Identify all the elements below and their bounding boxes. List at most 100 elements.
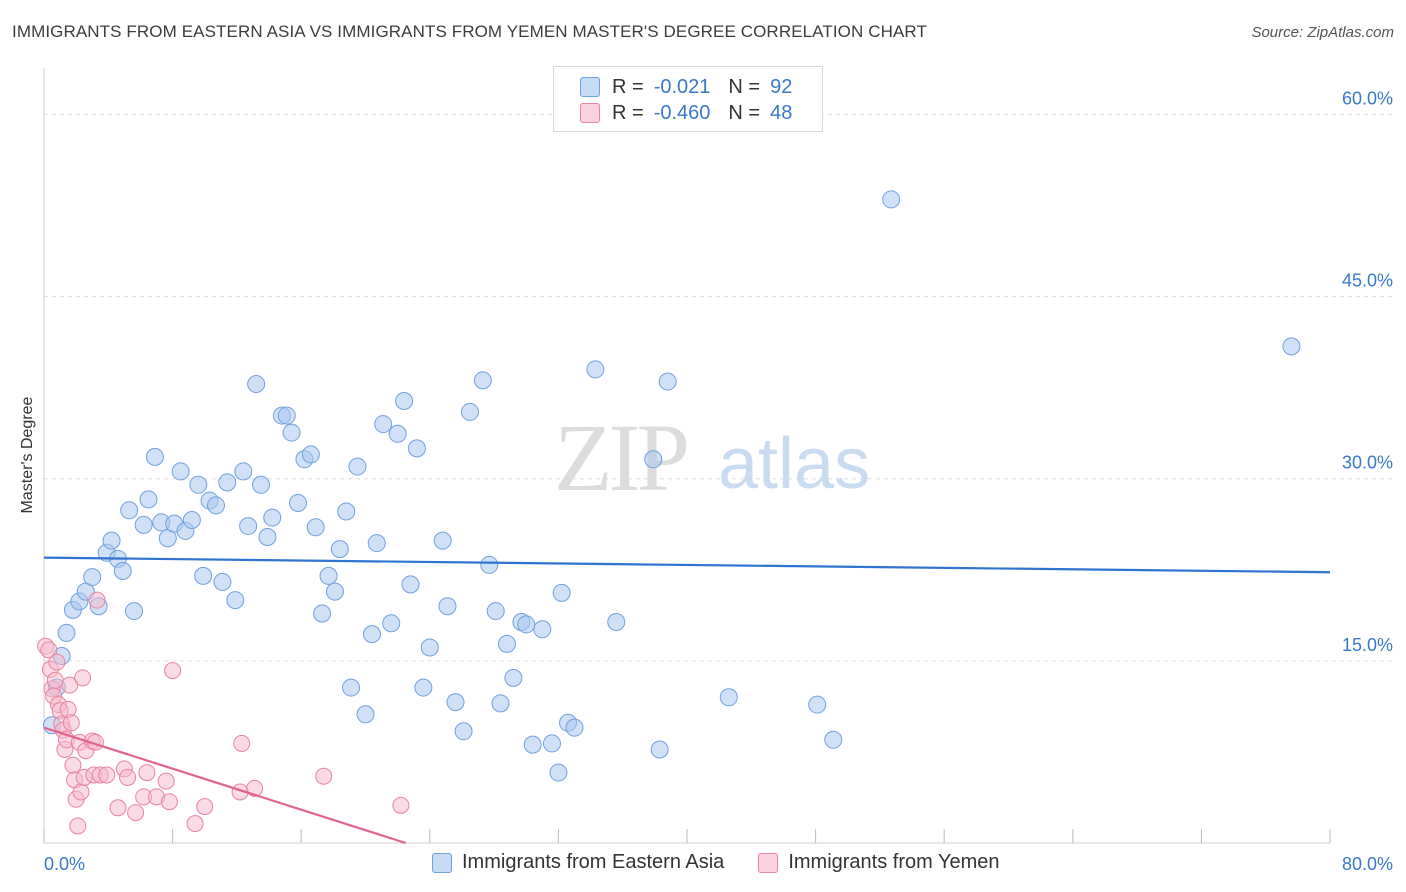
data-point-eastern-asia [252,475,271,494]
data-point-yemen [46,671,64,689]
data-point-yemen [48,653,66,671]
data-point-eastern-asia [388,424,407,443]
data-point-eastern-asia [480,555,499,574]
data-point-eastern-asia [263,508,282,527]
data-point-eastern-asia [446,693,465,712]
data-point-yemen [157,772,175,790]
legend-swatch-blue [580,77,600,97]
data-point-eastern-asia [182,511,201,529]
data-point-eastern-asia [565,718,584,737]
data-point-eastern-asia [523,735,542,754]
legend-n-label: N = [728,101,761,124]
data-point-yemen [69,817,87,835]
trend-lines [43,556,1331,845]
data-point-eastern-asia [134,515,153,534]
legend-row-eastern-asia: R = -0.021 N = 92 [580,75,792,99]
data-point-eastern-asia [189,475,208,494]
data-point-eastern-asia [808,695,827,714]
data-point-eastern-asia [542,734,561,753]
legend-row-yemen: R = -0.460 N = 48 [580,101,792,125]
data-point-yemen [61,676,79,694]
data-point-eastern-asia [401,575,420,594]
data-point-eastern-asia [460,402,479,421]
chart-title: IMMIGRANTS FROM EASTERN ASIA VS IMMIGRAN… [12,22,927,41]
data-point-eastern-asia [824,730,843,749]
legend-r-value: -0.021 [653,75,711,98]
data-point-eastern-asia [277,406,296,425]
data-point-yemen [109,799,127,817]
data-point-eastern-asia [288,494,307,512]
data-point-eastern-asia [258,528,277,546]
data-point-eastern-asia [239,517,258,536]
data-point-eastern-asia [433,531,452,550]
data-point-eastern-asia [282,423,301,442]
y-tick-label: 15.0% [1342,635,1393,655]
correlation-legend: R = -0.021 N = 92 R = -0.460 N = 48 [553,66,823,132]
legend-r-value: -0.460 [653,101,711,124]
tick-labels: 15.0% 30.0% 45.0% 60.0% 0.0% 80.0% [44,88,1393,874]
data-point-eastern-asia [319,566,338,585]
data-point-yemen [138,764,156,782]
series-eastern-asia-points [43,190,1301,782]
data-point-eastern-asia [234,462,253,481]
data-point-eastern-asia [473,371,492,390]
data-point-eastern-asia [882,190,901,209]
data-point-eastern-asia [644,450,663,469]
data-point-eastern-asia [306,518,325,537]
legend-r-label: R = [612,75,644,98]
legend-swatch-pink [758,852,779,873]
legend-n-value: 92 [770,75,793,98]
data-point-eastern-asia [102,531,121,550]
data-point-eastern-asia [650,740,669,759]
data-point-eastern-asia [497,634,516,653]
data-point-eastern-asia [356,705,375,724]
data-point-yemen [64,756,82,774]
series-yemen-points [37,591,410,835]
data-point-eastern-asia [57,623,76,642]
data-point-eastern-asia [382,614,401,633]
data-point-eastern-asia [517,615,536,634]
data-point-eastern-asia [658,372,677,391]
data-point-eastern-asia [113,562,132,580]
data-point-eastern-asia [325,582,344,601]
legend-item-eastern-asia: Immigrants from Eastern Asia [432,851,724,874]
data-point-eastern-asia [552,583,571,602]
watermark-zip: ZIP [554,404,687,511]
data-point-eastern-asia [145,447,164,466]
data-point-eastern-asia [171,462,190,481]
data-point-eastern-asia [395,392,414,410]
axes [43,68,1331,844]
trend-line-eastern-asia [43,556,1331,574]
data-point-eastern-asia [194,566,213,585]
data-point-yemen [127,804,145,822]
data-point-eastern-asia [313,604,332,623]
y-axis-label: Master's Degree [19,396,36,514]
data-point-eastern-asia [374,415,393,434]
data-point-yemen [74,669,92,687]
y-tick-label: 45.0% [1342,271,1393,291]
data-point-eastern-asia [226,591,245,610]
data-point-eastern-asia [301,445,320,464]
legend-n-value: 48 [770,101,793,124]
data-point-eastern-asia [139,490,158,509]
x-tick-label: 0.0% [44,854,85,874]
data-point-eastern-asia [438,597,457,616]
legend-label-yemen: Immigrants from Yemen [788,851,1000,873]
data-point-eastern-asia [337,502,356,521]
data-point-eastern-asia [454,722,473,741]
data-point-eastern-asia [362,625,381,644]
data-point-eastern-asia [1282,337,1301,356]
source-label: Source: ZipAtlas.com [1251,24,1394,41]
legend-n-label: N = [728,75,761,98]
data-point-yemen [246,779,264,797]
data-point-eastern-asia [83,568,102,587]
data-point-eastern-asia [207,496,226,515]
legend-item-yemen: Immigrants from Yemen [758,851,1000,874]
data-point-eastern-asia [342,678,361,697]
data-point-eastern-asia [407,439,426,458]
data-point-yemen [62,714,80,732]
data-point-eastern-asia [120,501,139,520]
data-point-eastern-asia [330,540,349,559]
x-tick-label: 80.0% [1342,854,1393,874]
data-point-eastern-asia [348,457,367,476]
